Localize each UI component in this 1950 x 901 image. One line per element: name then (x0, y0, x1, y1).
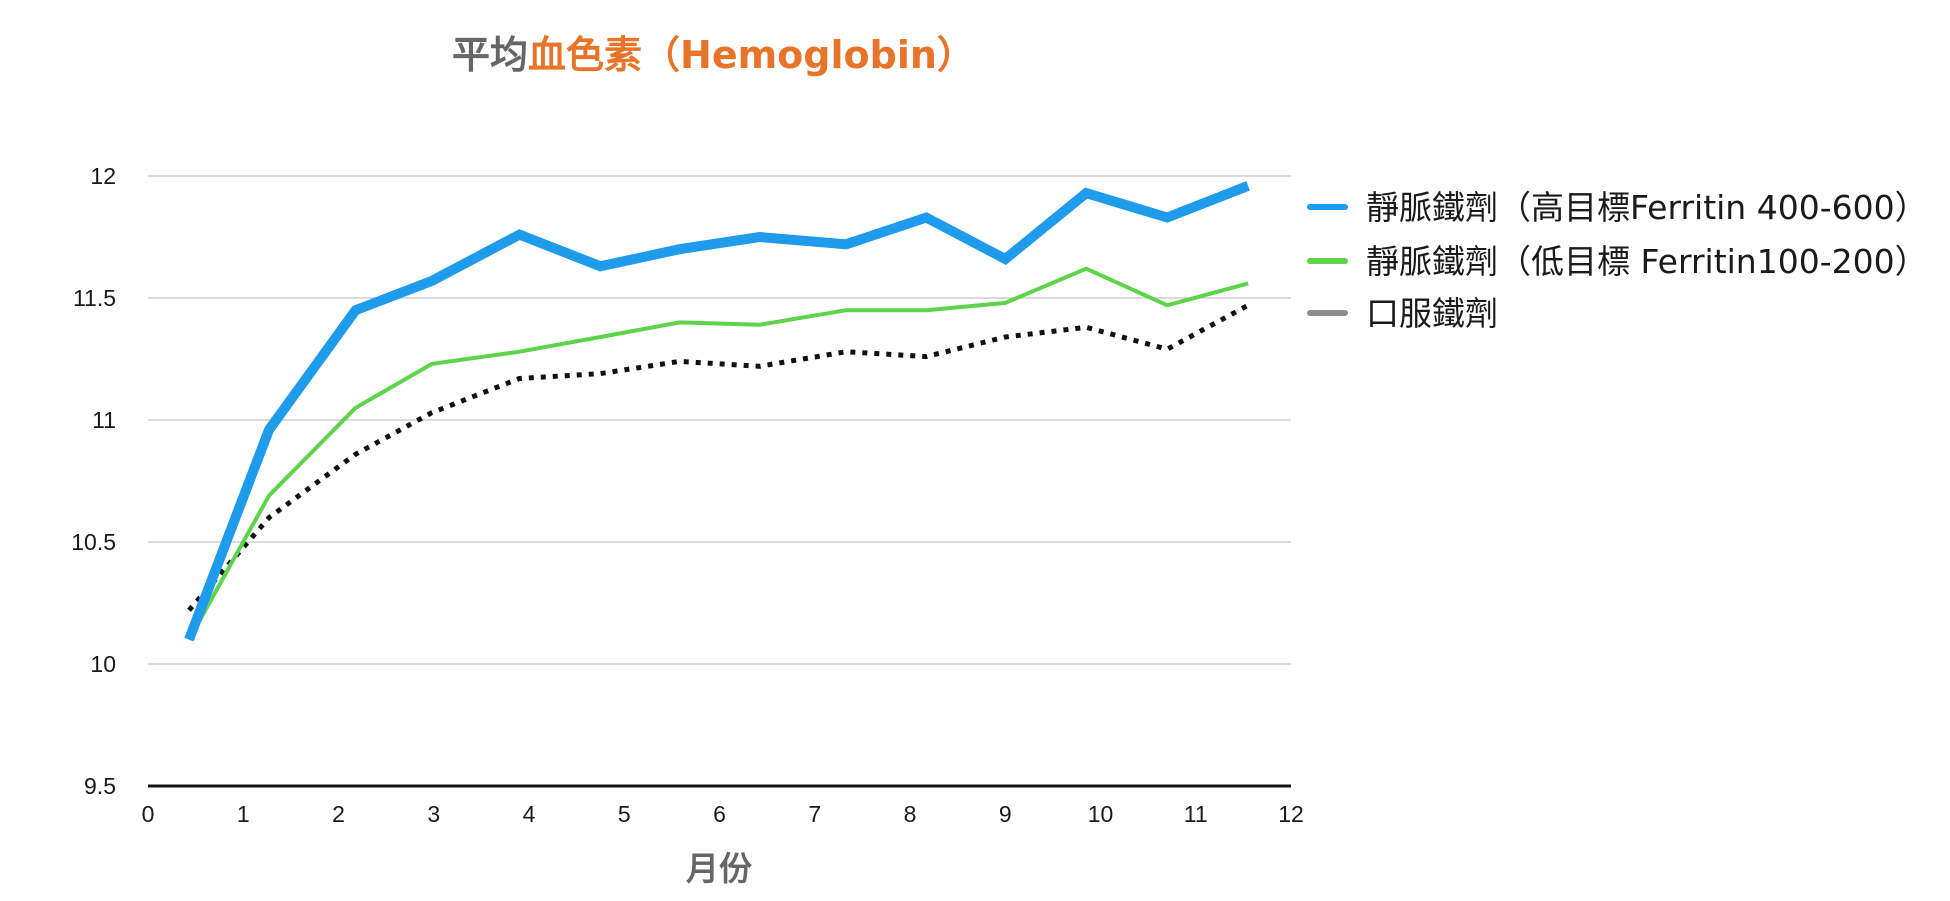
chart-title-part-0: 平均 (452, 33, 528, 77)
x-tick-label-7: 7 (808, 801, 821, 827)
x-tick-label-2: 2 (332, 801, 345, 827)
y-tick-label-10.5: 10.5 (71, 529, 116, 555)
y-tick-label-11.5: 11.5 (73, 285, 116, 311)
series-line-1 (187, 266, 1249, 641)
chart-title-part-1: 血色素（Hemoglobin） (528, 33, 975, 77)
x-axis-label: 月份 (686, 849, 752, 888)
x-tick-label-3: 3 (427, 801, 440, 827)
x-tick-label-11: 11 (1184, 801, 1208, 827)
x-tick-label-5: 5 (618, 801, 631, 827)
x-tick-label-10: 10 (1088, 801, 1114, 827)
x-tick-label-6: 6 (713, 801, 726, 827)
x-tick-label-9: 9 (999, 801, 1012, 827)
y-tick-label-10: 10 (90, 651, 116, 677)
series-line-2 (187, 303, 1250, 612)
legend-label-2: 口服鐵劑 (1366, 294, 1498, 333)
y-tick-label-12: 12 (90, 163, 116, 189)
x-tick-label-12: 12 (1278, 801, 1304, 827)
chart-title: 平均血色素（Hemoglobin） (452, 33, 975, 77)
x-tick-label-0: 0 (142, 801, 155, 827)
y-tick-label-11: 11 (92, 407, 116, 433)
legend-label-1: 靜脈鐵劑（低目標 Ferritin100-200） (1366, 242, 1928, 281)
y-tick-label-9.5: 9.5 (84, 773, 116, 799)
x-tick-label-8: 8 (904, 801, 917, 827)
legend-label-0: 靜脈鐵劑（高目標Ferritin 400-600） (1366, 188, 1928, 227)
series-line-0 (184, 181, 1250, 642)
x-tick-label-1: 1 (237, 801, 250, 827)
x-tick-label-4: 4 (523, 801, 536, 827)
